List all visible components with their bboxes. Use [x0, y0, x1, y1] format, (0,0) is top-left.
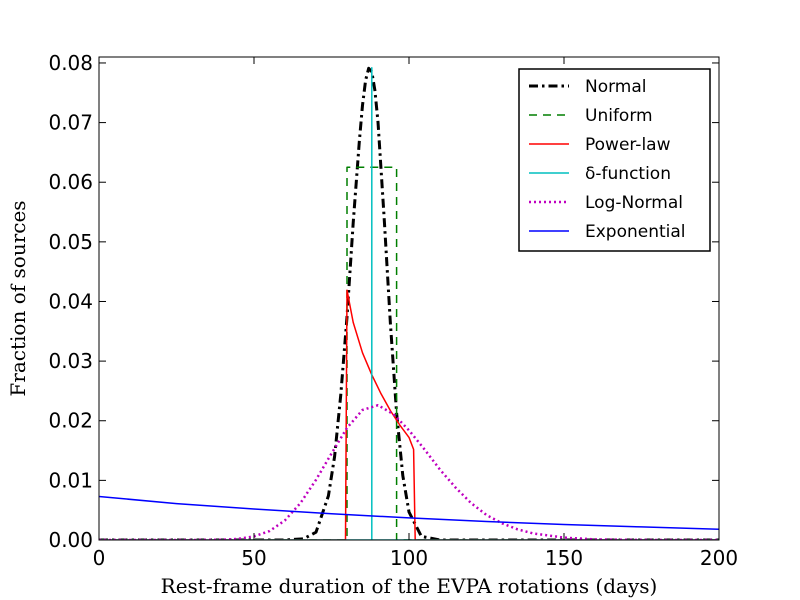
series-line-power-law — [99, 289, 719, 540]
series-line-log-normal — [99, 403, 719, 540]
y-tick-label: 0.06 — [48, 170, 93, 194]
y-tick-label: 0.01 — [48, 468, 93, 492]
y-tick-label: 0.08 — [48, 51, 93, 75]
series-line-function — [99, 66, 719, 540]
y-tick-label: 0.05 — [48, 230, 93, 254]
legend: Normal Uniform Power-law δ-function Log-Norm… — [518, 68, 711, 252]
legend-box — [518, 68, 711, 252]
x-tick-label: 0 — [93, 546, 106, 570]
series-line-exponential — [99, 495, 719, 531]
y-tick-label: 0.03 — [48, 349, 93, 373]
x-tick-label: 50 — [241, 546, 266, 570]
axis-ticks: 0 50 100 150 200 0.00 0.01 0.02 0.03 0.04 0.05 0.06… — [48, 51, 738, 570]
legend-label: Normal — [585, 77, 647, 97]
legend-label: Exponential — [585, 222, 686, 242]
x-tick-label: 200 — [700, 546, 738, 570]
x-axis-label: Rest-frame duration of the EVPA rotation… — [161, 574, 658, 598]
legend-label: δ-function — [585, 164, 671, 184]
legend-label: Power-law — [585, 135, 671, 155]
y-tick-label: 0.02 — [48, 409, 93, 433]
y-tick-label: 0.07 — [48, 111, 93, 135]
y-tick-label: 0.04 — [48, 289, 93, 313]
plot-frame — [98, 56, 720, 541]
y-tick-label: 0.00 — [48, 528, 93, 552]
y-axis-label: Fraction of sources — [6, 200, 30, 396]
legend-label: Uniform — [585, 106, 653, 126]
plot-area — [99, 66, 719, 540]
x-tick-label: 150 — [545, 546, 583, 570]
x-tick-label: 100 — [390, 546, 428, 570]
legend-label: Log-Normal — [585, 193, 683, 213]
